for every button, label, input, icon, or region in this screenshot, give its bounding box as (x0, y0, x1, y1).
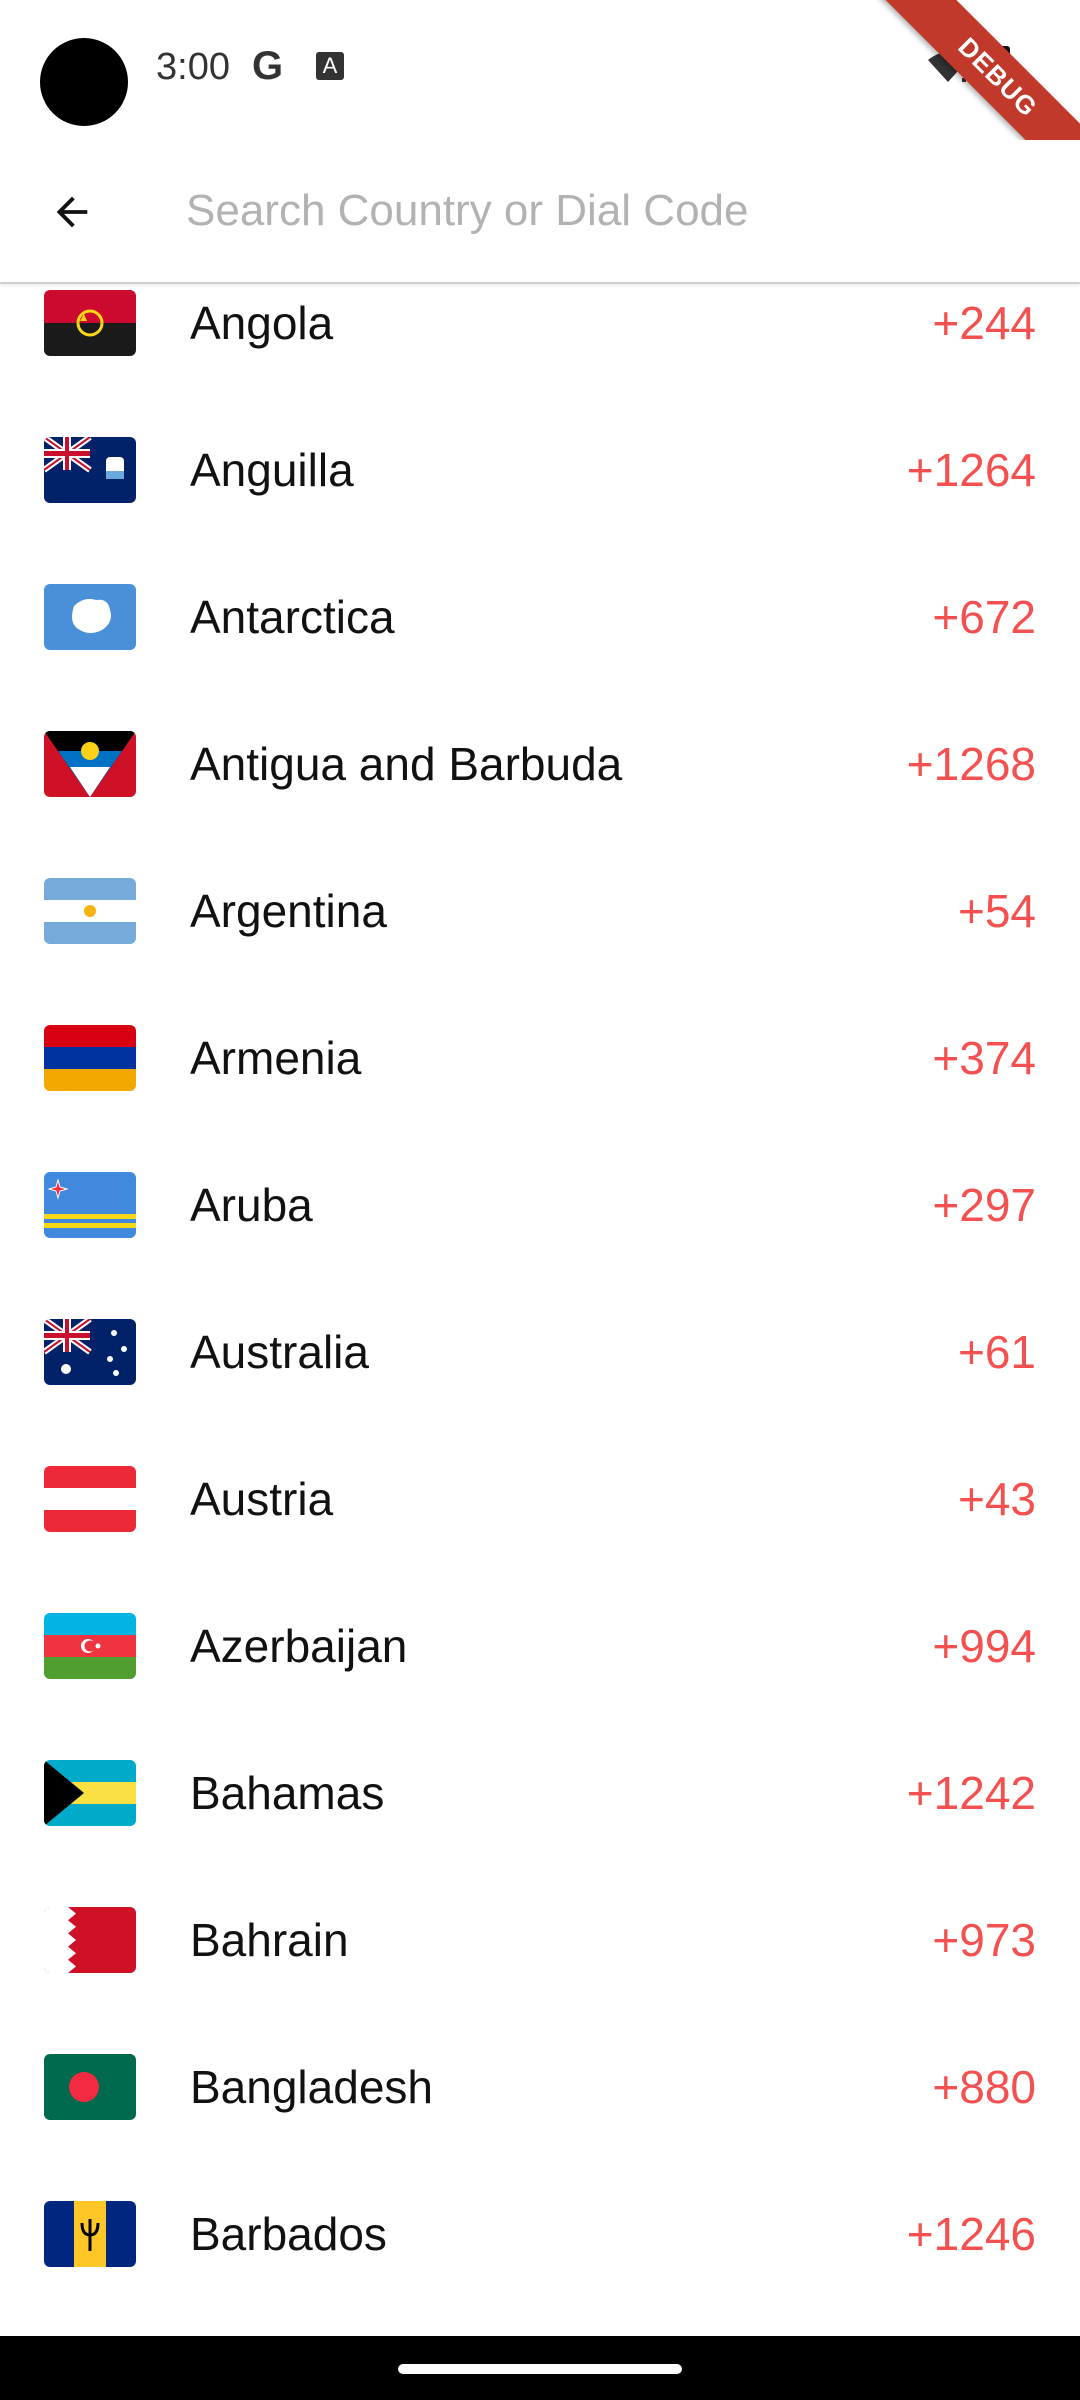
search-app-bar (0, 140, 1080, 284)
list-item-bangladesh[interactable]: Bangladesh +880 (0, 2014, 1080, 2161)
country-name: Austria (190, 1473, 334, 1525)
list-item-anguilla[interactable]: Anguilla +1264 (0, 397, 1080, 544)
dial-code: +973 (932, 1914, 1036, 1966)
country-list[interactable]: Angola +244 Anguilla +1264 Antarctica +6… (0, 284, 1080, 2336)
dial-code: +297 (932, 1179, 1036, 1231)
dial-code: +1268 (906, 738, 1036, 790)
flag-angola-icon (44, 290, 136, 356)
flag-bahamas-icon (44, 1760, 136, 1826)
country-name: Bangladesh (190, 2061, 433, 2113)
list-item-azerbaijan[interactable]: Azerbaijan +994 (0, 1573, 1080, 1720)
system-nav-bar (0, 2336, 1080, 2400)
flag-antigua-icon (44, 731, 136, 797)
flag-austria-icon (44, 1466, 136, 1532)
dial-code: +1242 (906, 1767, 1036, 1819)
country-name: Azerbaijan (190, 1620, 408, 1672)
dial-code: +1246 (906, 2208, 1036, 2260)
status-time: 3:00 (156, 46, 230, 88)
list-item-bahrain[interactable]: Bahrain +973 (0, 1867, 1080, 2014)
list-item-angola[interactable]: Angola +244 (0, 284, 1080, 397)
dial-code: +374 (932, 1032, 1036, 1084)
country-name: Antarctica (190, 591, 395, 643)
country-name: Australia (190, 1326, 369, 1378)
autofill-icon: A (316, 52, 344, 80)
dial-code: +61 (957, 1326, 1036, 1378)
arrow-back-icon (56, 196, 88, 228)
home-indicator[interactable] (398, 2364, 682, 2374)
country-name: Bahamas (190, 1767, 385, 1819)
dial-code: +54 (957, 885, 1036, 937)
flag-barbados-icon (44, 2201, 136, 2267)
list-item-aruba[interactable]: Aruba +297 (0, 1132, 1080, 1279)
list-item-bahamas[interactable]: Bahamas +1242 (0, 1720, 1080, 1867)
dial-code: +244 (932, 297, 1036, 349)
country-name: Argentina (190, 885, 387, 937)
country-name: Barbados (190, 2208, 387, 2260)
flag-argentina-icon (44, 878, 136, 944)
search-input[interactable] (186, 176, 1046, 246)
flag-aruba-icon (44, 1172, 136, 1238)
flag-armenia-icon (44, 1025, 136, 1091)
camera-cutout (40, 38, 128, 126)
dial-code: +1264 (906, 444, 1036, 496)
list-item-australia[interactable]: Australia +61 (0, 1279, 1080, 1426)
country-name: Bahrain (190, 1914, 349, 1966)
flag-azerbaijan-icon (44, 1613, 136, 1679)
list-item-antigua-and-barbuda[interactable]: Antigua and Barbuda +1268 (0, 691, 1080, 838)
dial-code: +672 (932, 591, 1036, 643)
dial-code: +994 (932, 1620, 1036, 1672)
country-name: Angola (190, 297, 334, 349)
status-bar: 3:00 G A DEBUG (0, 0, 1080, 208)
google-icon: G (252, 44, 284, 88)
country-name: Armenia (190, 1032, 362, 1084)
dial-code: +43 (957, 1473, 1036, 1525)
country-name: Aruba (190, 1179, 313, 1231)
list-item-argentina[interactable]: Argentina +54 (0, 838, 1080, 985)
back-button[interactable] (30, 170, 114, 254)
flag-bahrain-icon (44, 1907, 136, 1973)
list-item-austria[interactable]: Austria +43 (0, 1426, 1080, 1573)
flag-anguilla-icon (44, 437, 136, 503)
dial-code: +880 (932, 2061, 1036, 2113)
country-name: Anguilla (190, 444, 354, 496)
flag-bangladesh-icon (44, 2054, 136, 2120)
flag-antarctica-icon (44, 584, 136, 650)
country-name: Antigua and Barbuda (190, 738, 623, 790)
list-item-antarctica[interactable]: Antarctica +672 (0, 544, 1080, 691)
list-item-barbados[interactable]: Barbados +1246 (0, 2161, 1080, 2308)
flag-australia-icon (44, 1319, 136, 1385)
list-item-armenia[interactable]: Armenia +374 (0, 985, 1080, 1132)
